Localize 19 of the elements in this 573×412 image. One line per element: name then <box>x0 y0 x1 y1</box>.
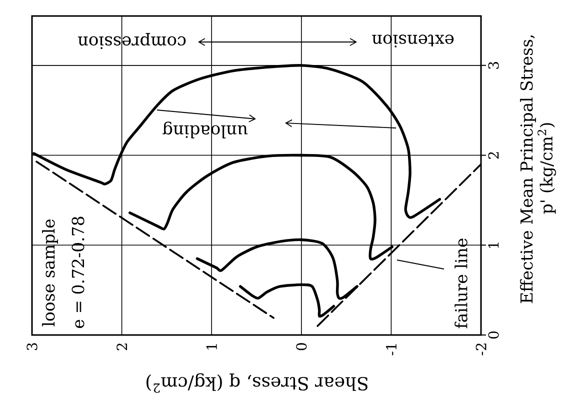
x-tick-label: 2 <box>116 344 127 350</box>
annotation: e = 0.72-0.78 <box>72 216 84 328</box>
annotation: extension <box>372 34 454 48</box>
line-series <box>128 154 394 260</box>
annotation: loose sample <box>42 219 58 326</box>
y-tick-label: 0 <box>488 331 499 339</box>
y-axis-title: Effective Mean Principal Stress, p' (kg/cm$^{2}$) <box>520 35 556 304</box>
x-tick-label: -2 <box>476 344 486 356</box>
x-tick-label: 1 <box>206 344 217 350</box>
annotation: unloading <box>162 122 248 138</box>
y-tick-label: 2 <box>488 152 499 159</box>
x-tick-label: 0 <box>296 343 307 350</box>
y-tick-label: 1 <box>488 242 499 248</box>
annotation: compression <box>78 32 186 50</box>
x-tick-label: 3 <box>26 343 38 350</box>
y-tick-label: 3 <box>488 62 499 69</box>
x-axis-title: Shear Stress, q (kg/cm$^{2}$) <box>146 373 368 393</box>
x-tick-label: -1 <box>386 344 396 356</box>
annotation: failure line <box>454 238 468 328</box>
